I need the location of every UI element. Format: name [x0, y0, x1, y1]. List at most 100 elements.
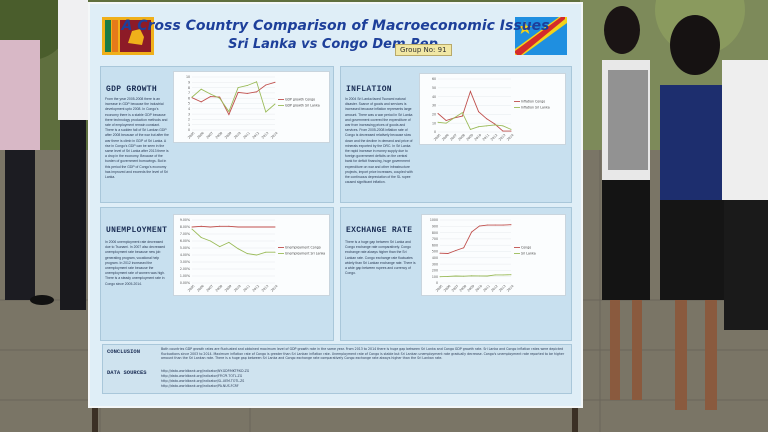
poster-board: A Cross Country Comparison of Macroecono…: [88, 2, 583, 408]
data-point: [209, 93, 211, 95]
y-tick-label: 1: [188, 123, 190, 127]
y-tick-label: 700: [432, 237, 438, 241]
data-point: [510, 130, 512, 132]
y-tick-label: 800: [432, 231, 438, 235]
gdp-title: GDP GROWTH: [106, 85, 158, 94]
exchange-title: EXCHANGE RATE: [346, 226, 413, 235]
data-point: [447, 253, 449, 255]
x-tick-label: 2014: [270, 284, 279, 293]
source-link-3[interactable]: http://data.worldbank.org/indicator/SL.U…: [161, 379, 245, 383]
x-tick-label: 2007: [205, 284, 214, 293]
data-point: [274, 251, 276, 253]
data-point: [237, 91, 239, 93]
data-point: [471, 275, 473, 277]
data-point: [486, 118, 488, 120]
poster-title: A Cross Country Comparison of Macroecono…: [121, 18, 550, 34]
y-tick-label: 20: [432, 113, 436, 117]
data-point: [228, 110, 230, 112]
y-tick-label: 400: [432, 256, 438, 260]
data-point: [461, 115, 463, 117]
legend-label: Congo: [521, 246, 531, 250]
x-tick-label: 2014: [506, 133, 515, 142]
data-point: [469, 128, 471, 130]
legend-label: GDP growth Congo: [285, 98, 315, 102]
data-point: [265, 251, 267, 253]
gdp-text: From the year 2005-2008 there is an incr…: [105, 97, 169, 180]
person-right-1: [602, 6, 650, 400]
source-link-1[interactable]: http://data.worldbank.org/indicator/NY.G…: [161, 369, 250, 373]
y-tick-label: 600: [432, 243, 438, 247]
x-tick-label: 2011: [242, 131, 251, 140]
y-tick-label: 3: [188, 112, 190, 116]
x-tick-label: 2009: [465, 133, 474, 142]
group-badge: Group No: 91: [395, 44, 452, 56]
data-point: [274, 226, 276, 228]
sri-lanka-flag: [102, 17, 154, 55]
data-point: [510, 274, 512, 276]
x-tick-label: 2007: [449, 133, 458, 142]
data-point: [219, 225, 221, 227]
data-point: [256, 226, 258, 228]
y-tick-label: 900: [432, 225, 438, 229]
x-tick-label: 2013: [261, 284, 270, 293]
x-tick-label: 2006: [196, 284, 205, 293]
legend-label: Inflation Sri Lanka: [521, 106, 550, 110]
x-tick-label: 2005: [187, 284, 196, 293]
unemployment-panel: UNEMPLOYMENT In 2006 unemployment rate d…: [100, 207, 334, 341]
data-point: [445, 122, 447, 124]
series-line: [437, 90, 511, 132]
exchange-text: There is a huge gap between Sri Lanka an…: [345, 240, 416, 276]
poster-subtitle: Sri Lanka vs Congo Dem.Rep.: [228, 37, 443, 52]
congo-flag: [515, 17, 567, 55]
source-link-2[interactable]: http://data.worldbank.org/indicator/FP.C…: [161, 374, 243, 378]
data-point: [455, 275, 457, 277]
data-point: [478, 275, 480, 277]
data-point: [494, 123, 496, 125]
data-point: [219, 97, 221, 99]
data-point: [453, 117, 455, 119]
x-tick-label: 2010: [474, 284, 483, 293]
data-point: [461, 112, 463, 114]
data-point: [447, 275, 449, 277]
y-tick-label: 10: [186, 75, 190, 79]
x-tick-label: 2012: [490, 133, 499, 142]
y-tick-label: 4: [188, 107, 190, 111]
data-point: [478, 111, 480, 113]
x-tick-label: 2007: [451, 284, 460, 293]
x-tick-label: 2010: [474, 133, 483, 142]
data-point: [237, 87, 239, 89]
conclusion-text: Both countries GDP growth rates are fluc…: [161, 347, 565, 361]
y-tick-label: 9.00%: [180, 218, 190, 222]
data-point: [228, 225, 230, 227]
source-link-4[interactable]: http://data.worldbank.org/indicator/PA.N…: [161, 384, 239, 388]
y-tick-label: 1.00%: [180, 274, 190, 278]
y-tick-label: 2.00%: [180, 267, 190, 271]
x-tick-label: 2005: [187, 131, 196, 140]
series-line: [191, 81, 276, 116]
y-tick-label: 8.00%: [180, 225, 190, 229]
x-tick-label: 2008: [215, 284, 224, 293]
y-tick-label: 4.00%: [180, 253, 190, 257]
series-line: [191, 81, 276, 113]
y-tick-label: 40: [432, 95, 436, 99]
data-point: [246, 253, 248, 255]
series-line: [439, 224, 512, 254]
data-point: [437, 121, 439, 123]
data-point: [256, 91, 258, 93]
data-point: [265, 226, 267, 228]
y-tick-label: 7: [188, 91, 190, 95]
data-point: [469, 90, 471, 92]
x-tick-label: 2009: [467, 284, 476, 293]
y-tick-label: 1000: [430, 218, 438, 222]
x-tick-label: 2014: [270, 131, 279, 140]
y-tick-label: 100: [432, 275, 438, 279]
data-point: [228, 241, 230, 243]
data-point: [209, 226, 211, 228]
data-point: [486, 125, 488, 127]
data-point: [200, 225, 202, 227]
y-tick-label: 200: [432, 269, 438, 273]
data-point: [200, 101, 202, 103]
data-point: [502, 125, 504, 127]
